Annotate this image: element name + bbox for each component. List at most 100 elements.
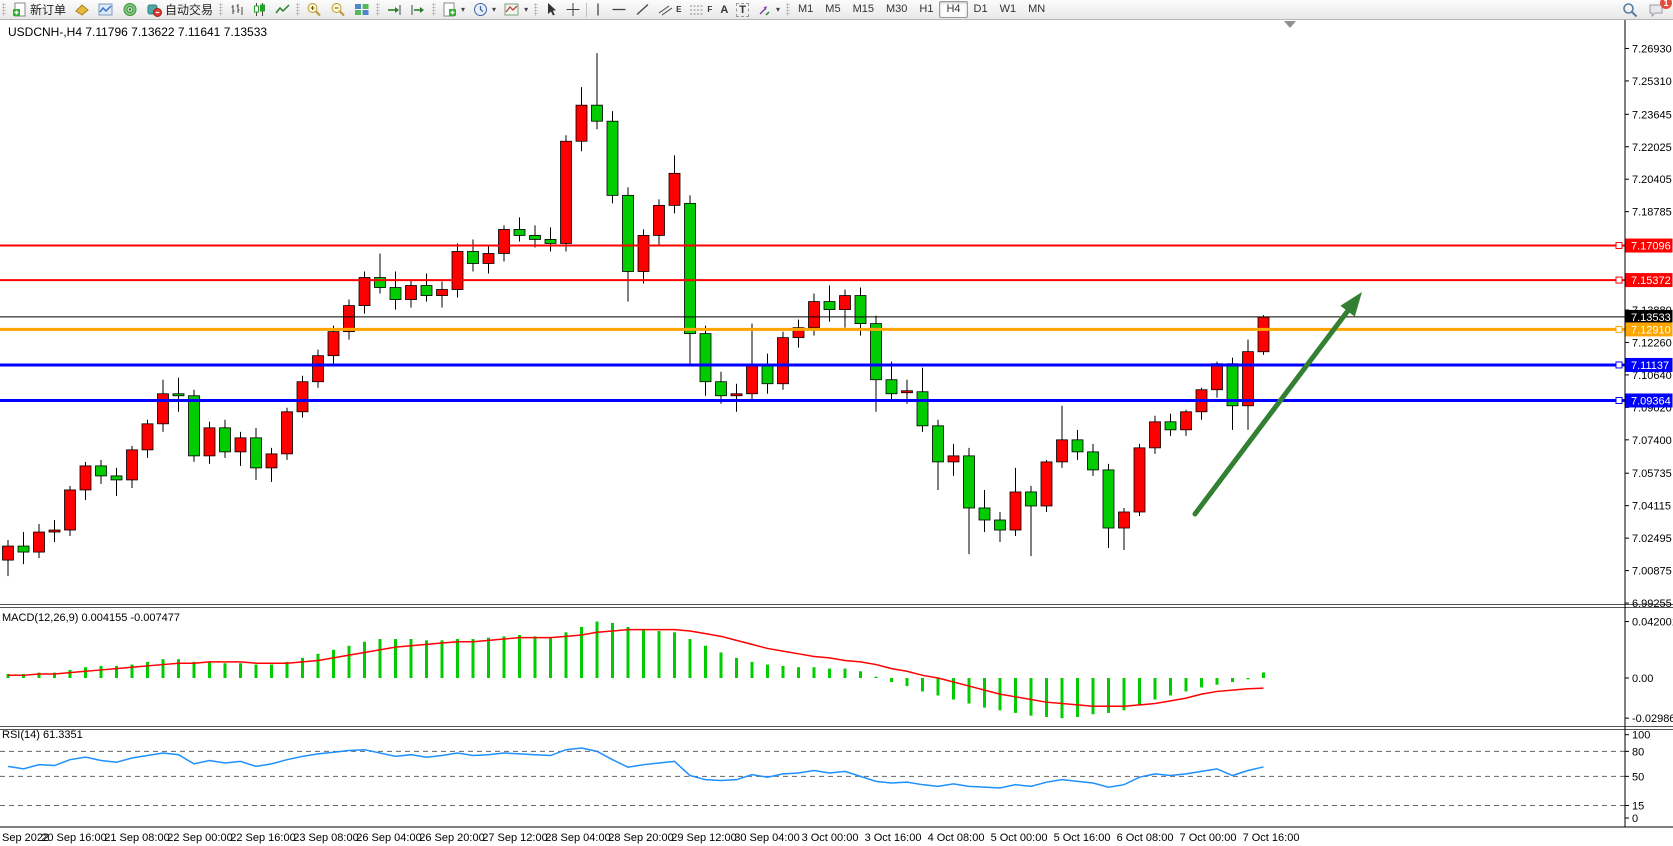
vertical-line-tool[interactable]	[589, 0, 607, 19]
fibonacci-tool[interactable]: F	[685, 0, 716, 19]
new-order-button[interactable]: 新订单	[8, 0, 70, 19]
line-chart-button[interactable]	[271, 0, 294, 19]
candle	[513, 229, 526, 236]
rsi-axis-label: 100	[1632, 730, 1650, 742]
timeframe-D1[interactable]: D1	[973, 3, 988, 15]
candle-chart-button[interactable]	[248, 0, 271, 19]
price-chart[interactable]: 7.26930 7.25310 7.23645 7.22025 7.20405 7.187…	[0, 19, 1673, 846]
macd-histogram-bar	[642, 629, 645, 678]
macd-histogram-bar	[378, 639, 382, 678]
quotes-button[interactable]	[70, 0, 94, 19]
periods-button[interactable]: ▾	[469, 0, 500, 19]
macd-axis-label: 0.042001	[1632, 617, 1673, 629]
candle	[64, 489, 76, 531]
macd-histogram-bar	[254, 664, 258, 678]
time-axis-label: 3 Oct 00:00	[802, 832, 859, 844]
timeframe-H1[interactable]: H1	[919, 3, 934, 15]
equidistant-channel-tool[interactable]: E	[654, 0, 685, 19]
candle	[544, 239, 557, 244]
macd-histogram-bar	[146, 661, 149, 678]
toolbar-grip[interactable]	[786, 3, 791, 16]
toolbar-grip[interactable]	[296, 3, 301, 16]
bar-chart-button[interactable]	[225, 0, 248, 19]
cursor-button[interactable]	[540, 0, 562, 19]
tile-windows-button[interactable]	[350, 0, 374, 19]
zoom-out-button[interactable]	[326, 0, 350, 19]
timeframe-H4[interactable]: H4	[939, 1, 968, 18]
timeframe-M15[interactable]: M15	[852, 3, 874, 15]
toolbar-grip[interactable]	[534, 3, 539, 16]
toolbar-grip[interactable]	[219, 3, 224, 16]
indicators-button[interactable]: ▾	[438, 0, 469, 19]
macd-histogram-bar	[564, 632, 568, 678]
search-icon[interactable]	[1622, 2, 1638, 18]
arrows-tool[interactable]: ▾	[753, 0, 784, 19]
candle	[467, 251, 479, 264]
timeframe-MN[interactable]: MN	[1028, 3, 1046, 15]
crosshair-button[interactable]	[562, 0, 584, 19]
macd-axis-label: -0.029864	[1632, 713, 1673, 725]
candle	[1164, 421, 1177, 431]
time-axis-label: 6 Oct 08:00	[1117, 832, 1174, 844]
price-tick-label: 7.10640	[1632, 370, 1672, 382]
toolbar-grip[interactable]	[432, 3, 437, 16]
trendline-tool[interactable]	[631, 0, 654, 19]
candle	[498, 229, 510, 254]
rsi-line	[7, 747, 1264, 789]
toolbar-grip[interactable]	[376, 3, 381, 16]
line-anchor	[1615, 361, 1623, 369]
candle	[591, 104, 603, 122]
macd-histogram-bar	[1091, 678, 1095, 715]
time-axis-label: 5 Oct 00:00	[991, 832, 1048, 844]
trend-arrow-head[interactable]	[1340, 292, 1362, 317]
candle	[312, 355, 324, 383]
candle	[296, 381, 309, 413]
price-flag-label: 7.12910	[1631, 324, 1671, 336]
chart-shift-button[interactable]	[406, 0, 430, 19]
candle	[188, 395, 200, 457]
price-tick-label: 7.25310	[1632, 76, 1672, 88]
macd-signal-line	[8, 628, 1264, 707]
candle	[110, 475, 123, 481]
text-label-tool[interactable]: T	[732, 0, 753, 19]
trend-arrow[interactable]	[1192, 303, 1354, 517]
signals-button[interactable]	[118, 0, 142, 19]
time-axis-label: 5 Oct 16:00	[1054, 832, 1111, 844]
macd-histogram-bar	[456, 639, 459, 678]
notifications-button[interactable]: 1	[1648, 0, 1672, 18]
candle	[358, 277, 371, 306]
charts-button[interactable]	[94, 0, 118, 19]
macd-histogram-bar	[1215, 678, 1219, 685]
timeframe-M1[interactable]: M1	[798, 3, 814, 15]
macd-histogram-bar	[533, 636, 537, 678]
timeframe-W1[interactable]: W1	[999, 3, 1017, 15]
timeframe-M30[interactable]: M30	[885, 3, 908, 15]
candle	[1242, 351, 1254, 407]
autotrading-icon	[147, 4, 163, 17]
candle	[327, 331, 340, 357]
price-tick-label: 7.26930	[1632, 43, 1672, 55]
macd-histogram-bar	[1045, 678, 1048, 717]
macd-histogram-bar	[626, 626, 630, 678]
time-axis-label: 4 Oct 08:00	[928, 832, 985, 844]
arrows-icon	[759, 6, 770, 16]
timeframe-M5[interactable]: M5	[825, 3, 841, 15]
macd-histogram-bar	[673, 632, 676, 678]
rsi-axis-label: 80	[1632, 746, 1644, 758]
candle	[1149, 421, 1161, 449]
autotrading-button[interactable]: 自动交易	[142, 0, 217, 19]
zoom-out-icon	[331, 3, 345, 17]
price-flag	[1625, 273, 1673, 288]
horizontal-line-tool[interactable]	[607, 0, 631, 19]
candle	[761, 365, 774, 385]
candle	[33, 531, 45, 553]
auto-scroll-button[interactable]	[382, 0, 406, 19]
text-tool[interactable]: A	[716, 0, 732, 19]
price-tick-label: 7.04115	[1632, 501, 1671, 513]
templates-button[interactable]: ▾	[500, 0, 532, 19]
zoom-in-button[interactable]	[302, 0, 326, 19]
candle	[529, 235, 541, 240]
toolbar-grip[interactable]	[2, 3, 6, 16]
chart-shift-marker[interactable]	[1284, 21, 1296, 28]
price-flag-label: 7.15372	[1631, 275, 1671, 287]
